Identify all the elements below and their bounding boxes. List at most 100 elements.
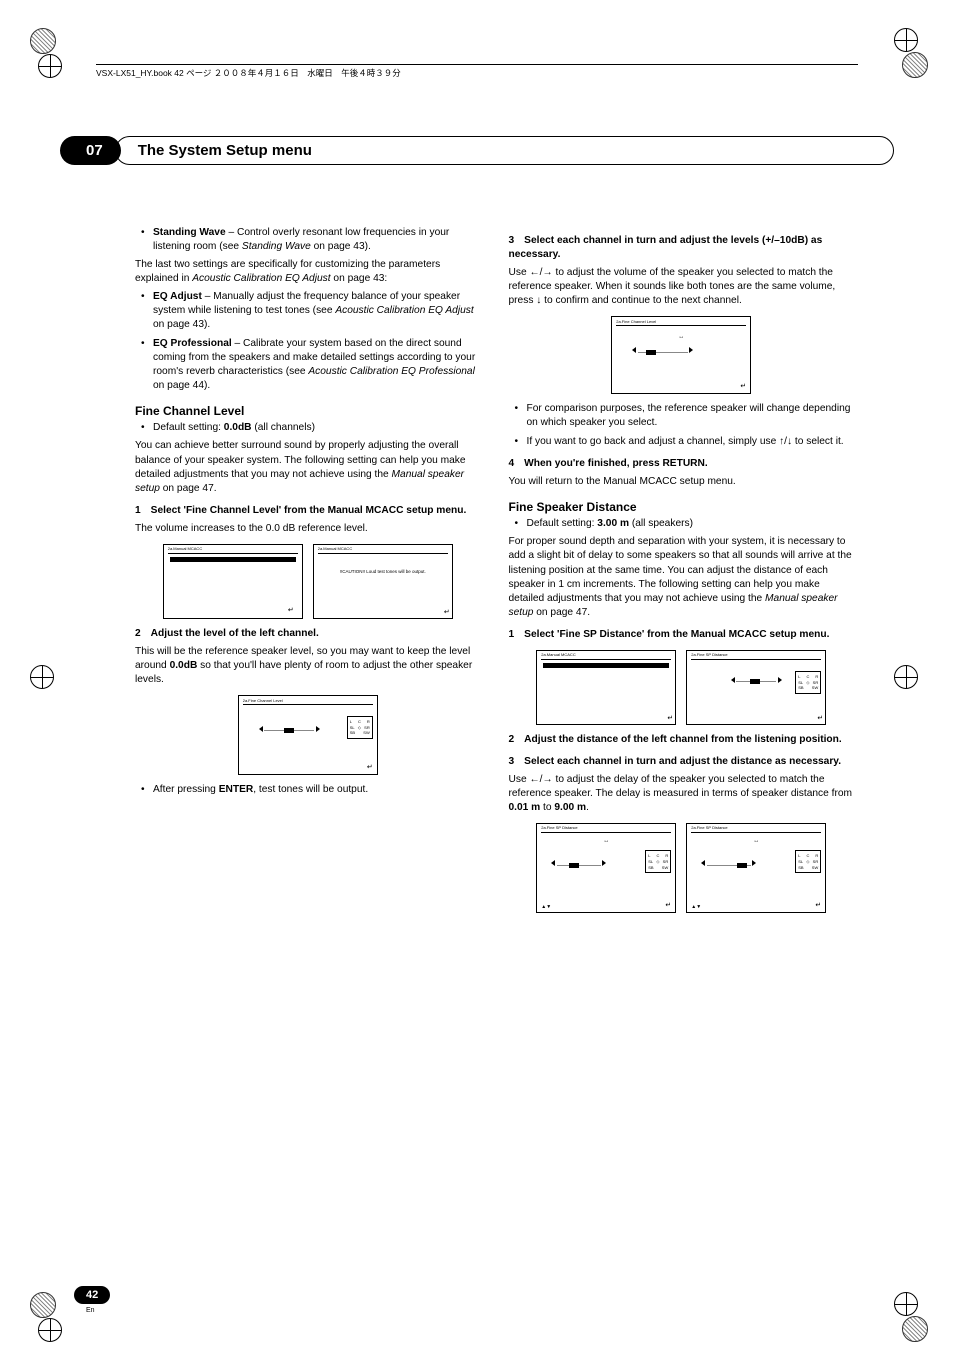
tail: , test tones will be output. [253,784,368,795]
diagram-title: 2a.Fine Channel Level [616,319,746,326]
return-icon: ↵ [665,902,671,910]
value: 0.0dB [170,660,198,671]
diagram-fine-ch-level: 2a.Fine Channel Level LCR SL◇SR SBSW ↵ [238,695,378,775]
running-header: VSX-LX51_HY.book 42 ページ ２００８年４月１６日 水曜日 午… [96,64,858,79]
diagram-sp-distance-b: 2a.Fine SP Distance ↔ LCR SL◇SR SBSW ▲▼ … [686,823,826,913]
content-area: Standing Wave – Control overly resonant … [135,226,854,921]
arrow-left-icon [551,860,555,866]
lr-arrow-icon: ↔ [612,333,750,341]
diagram-title: 2a.Manual MCACC [318,547,448,554]
diagram-sp-distance-a: 2a.Fine SP Distance ↔ LCR SL◇SR SBSW ▲▼ … [536,823,676,913]
paragraph: The volume increases to the 0.0 dB refer… [135,522,481,536]
chapter-number: 07 [60,136,121,165]
tail: on page 43). [153,319,210,330]
crop-mark [894,28,924,58]
diagram-title: 2a.Manual MCACC [168,547,298,554]
diagram-pair: 2a.Manual MCACC ↵ 2a.Fine SP Distance LC… [509,650,855,725]
updown-icon: ▲▼ [541,904,551,910]
crop-mark [894,665,924,695]
chapter-title: The System Setup menu [115,136,894,165]
return-icon: ↵ [288,607,294,615]
page-number: 42 [74,1286,110,1304]
step-1: 1Select 'Fine Channel Level' from the Ma… [135,504,481,518]
speaker-grid: LCR SL◇SR SBSW [645,850,671,873]
diagram-title: 2a.Fine SP Distance [691,653,821,660]
lr-arrow-icon: ↔ [537,838,675,845]
text: Use ←/→ to adjust the delay of the speak… [509,774,853,799]
speaker-grid: LCR SL◇SR SBSW [347,716,373,739]
caution-text: !!CAUTION!! Loud test tones will be outp… [320,555,446,616]
label: Default setting: [153,422,224,433]
step-text: Adjust the level of the left channel. [151,628,319,639]
return-icon: ↵ [444,609,450,617]
step-3: 3Select each channel in turn and adjust … [509,755,855,769]
step-text: Adjust the distance of the left channel … [524,734,842,745]
diagram-caution: 2a.Manual MCACC !!CAUTION!! Loud test to… [313,544,453,619]
bullet-eq-pro: EQ Professional – Calibrate your system … [153,337,481,393]
key-name: ENTER [219,784,254,795]
paragraph: Use ←/→ to adjust the delay of the speak… [509,773,855,815]
paragraph: This will be the reference speaker level… [135,645,481,687]
step-text: Select 'Fine Channel Level' from the Man… [151,505,467,516]
xref: Acoustic Calibration EQ Professional [308,366,474,377]
xref: Standing Wave [242,241,311,252]
diagram-manual-mcacc: 2a.Manual MCACC ↵ [163,544,303,619]
return-icon: ↵ [667,715,673,723]
label: Default setting: [527,518,598,529]
step-1: 1Select 'Fine SP Distance' from the Manu… [509,628,855,642]
chapter-header: 07 The System Setup menu [60,136,894,165]
text: to [540,802,554,813]
arrow-right-icon [602,860,606,866]
arrow-left-icon [632,347,636,353]
diagram-title: 2a.Fine Channel Level [243,698,373,705]
right-column: 3Select each channel in turn and adjust … [509,226,855,921]
arrow-right-icon [778,677,782,683]
default-setting: Default setting: 0.0dB (all channels) [153,421,481,435]
value: 0.0dB [224,422,252,433]
tail: on page 47. [160,483,217,494]
diagram-fine-sp-distance: 2a.Fine SP Distance LCR SL◇SR SBSW ↵ [686,650,826,725]
page-language: En [86,1307,95,1314]
diagram-title: 2a.Manual MCACC [541,653,671,660]
bullet-standing-wave: Standing Wave – Control overly resonant … [153,226,481,254]
crop-mark [30,1292,60,1322]
step-text: Select 'Fine SP Distance' from the Manua… [524,629,829,640]
note-2: If you want to go back and adjust a chan… [527,435,855,449]
note-1: For comparison purposes, the reference s… [527,402,855,430]
step-3: 3Select each channel in turn and adjust … [509,234,855,262]
return-icon: ↵ [740,382,746,392]
return-icon: ↵ [367,763,373,773]
tail: on page 43). [311,241,371,252]
updown-icon: ▲▼ [691,904,701,910]
bullet-after-enter: After pressing ENTER, test tones will be… [153,783,481,797]
step-text: Select each channel in turn and adjust t… [509,235,823,260]
arrow-left-icon [259,726,263,732]
crop-mark [30,28,60,58]
return-icon: ↵ [817,715,823,723]
arrow-right-icon [689,347,693,353]
heading-fine-speaker-distance: Fine Speaker Distance [509,499,855,516]
tail: on page 44). [153,380,210,391]
tail: on page 43: [331,273,388,284]
crop-mark [894,1292,924,1322]
left-column: Standing Wave – Control overly resonant … [135,226,481,921]
arrow-right-icon [752,860,756,866]
step-4: 4When you're finished, press RETURN. [509,457,855,471]
step-text: Select each channel in turn and adjust t… [524,756,841,767]
label: Standing Wave [153,227,226,238]
step-2: 2Adjust the distance of the left channel… [509,733,855,747]
diagram-pair: 2a.Manual MCACC ↵ 2a.Manual MCACC !!CAUT… [135,544,481,619]
diagram-pair: 2a.Fine SP Distance ↔ LCR SL◇SR SBSW ▲▼ … [509,823,855,913]
diagram-channel-adjust: 2a.Fine Channel Level ↔ ↵ [611,316,751,394]
paragraph: Use ←/→ to adjust the volume of the spea… [509,266,855,308]
xref: Acoustic Calibration EQ Adjust [192,273,330,284]
bullet-eq-adjust: EQ Adjust – Manually adjust the frequenc… [153,290,481,332]
step-2: 2Adjust the level of the left channel. [135,627,481,641]
tail: (all speakers) [629,518,693,529]
xref: Acoustic Calibration EQ Adjust [335,305,473,316]
arrow-right-icon [316,726,320,732]
default-setting: Default setting: 3.00 m (all speakers) [527,517,855,531]
diagram-title: 2a.Fine SP Distance [541,826,671,833]
heading-fine-channel-level: Fine Channel Level [135,403,481,420]
step-text: When you're finished, press RETURN. [524,458,708,469]
